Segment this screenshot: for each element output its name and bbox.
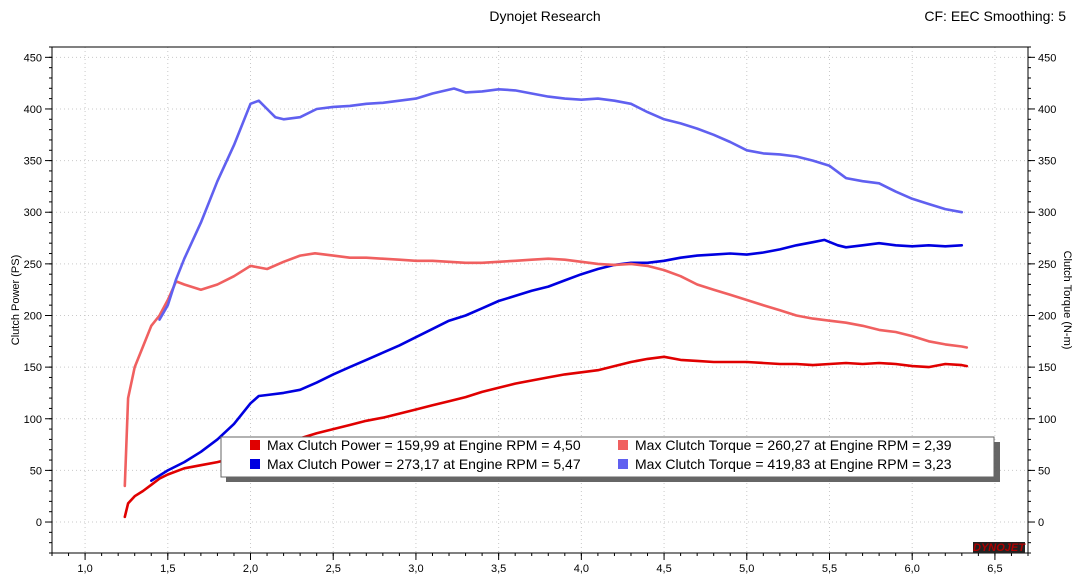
- y-right-tick-label: 400: [1038, 104, 1056, 116]
- x-tick-label: 2,0: [243, 563, 258, 575]
- legend-swatch-2: [618, 440, 628, 450]
- legend-label-0: Max Clutch Power = 159,99 at Engine RPM …: [267, 437, 581, 453]
- y-right-tick-label: 250: [1038, 259, 1056, 271]
- x-tick-label: 4,0: [574, 563, 589, 575]
- legend-box: [220, 436, 995, 478]
- y-right-tick-label: 100: [1038, 414, 1056, 426]
- logo-backdrop: [973, 542, 1025, 553]
- legend-swatch-1: [250, 459, 260, 469]
- x-tick-label: 5,0: [739, 563, 754, 575]
- x-tick-label: 6,0: [905, 563, 920, 575]
- series-line-2: [123, 252, 969, 488]
- series-line-1: [150, 238, 964, 483]
- y-left-tick-label: 0: [36, 517, 42, 529]
- legend-label-3: Max Clutch Torque = 419,83 at Engine RPM…: [635, 456, 952, 472]
- left-axis-title: Clutch Power (PS): [10, 255, 22, 345]
- x-tick-label: 5,5: [822, 563, 837, 575]
- dynojet-logo: DYNOJET: [973, 542, 1026, 554]
- y-right-tick-label: 350: [1038, 156, 1056, 168]
- y-left-tick-label: 200: [24, 310, 42, 322]
- y-right-tick-label: 50: [1038, 465, 1050, 477]
- chart-title: Dynojet Research: [489, 8, 600, 24]
- series-line-0: [123, 355, 969, 519]
- legend-label-2: Max Clutch Torque = 260,27 at Engine RPM…: [635, 437, 952, 453]
- legend-label-1: Max Clutch Power = 273,17 at Engine RPM …: [267, 456, 581, 472]
- y-left-tick-label: 100: [24, 414, 42, 426]
- y-left-tick-label: 300: [24, 207, 42, 219]
- y-right-tick-label: 150: [1038, 362, 1056, 374]
- axis-ticks: 1,0 1,5 2,0 2,5 3,0 3,5 4,0 4,5 5,0 5,5 6,0 6,5 0 0 50…: [24, 46, 1056, 575]
- x-tick-label: 3,0: [408, 563, 423, 575]
- y-right-tick-label: 300: [1038, 207, 1056, 219]
- x-tick-label: 4,5: [656, 563, 671, 575]
- y-left-tick-label: 350: [24, 156, 42, 168]
- legend: Max Clutch Power = 159,99 at Engine RPM …: [220, 436, 1000, 482]
- legend-swatch-3: [618, 459, 628, 469]
- plot-area-border: [51, 46, 1029, 554]
- y-left-tick-label: 450: [24, 52, 42, 64]
- y-right-tick-label: 450: [1038, 52, 1056, 64]
- correction-info: CF: EEC Smoothing: 5: [924, 8, 1066, 24]
- x-tick-label: 2,5: [326, 563, 341, 575]
- x-tick-label: 1,0: [77, 563, 92, 575]
- series-lines: [123, 87, 969, 519]
- legend-swatch-0: [250, 440, 260, 450]
- right-axis-title: Clutch Torque (N-m): [1061, 251, 1073, 350]
- x-tick-label: 6,5: [987, 563, 1002, 575]
- y-left-tick-label: 400: [24, 104, 42, 116]
- y-right-tick-label: 0: [1038, 517, 1044, 529]
- series-line-3: [158, 87, 964, 321]
- y-left-tick-label: 250: [24, 259, 42, 271]
- y-left-tick-label: 50: [30, 465, 42, 477]
- y-left-tick-label: 150: [24, 362, 42, 374]
- y-right-tick-label: 200: [1038, 310, 1056, 322]
- logo-text: DYNOJET: [973, 542, 1026, 554]
- x-tick-label: 1,5: [160, 563, 175, 575]
- x-tick-label: 3,5: [491, 563, 506, 575]
